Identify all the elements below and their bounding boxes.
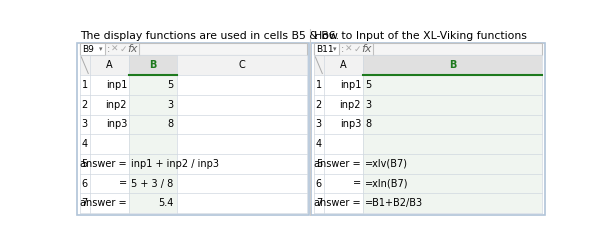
Text: =xlv(B7): =xlv(B7) [365,159,408,169]
Bar [129,174,177,193]
Bar [362,134,543,154]
Text: 5: 5 [168,80,174,90]
Text: 6: 6 [82,179,88,189]
Text: fx: fx [361,44,371,54]
Bar [362,174,543,193]
Text: =xln(B7): =xln(B7) [365,179,409,189]
Bar [80,55,307,75]
Bar [129,193,177,213]
Bar [362,193,543,213]
Bar [314,43,339,55]
Text: answer =: answer = [80,198,127,208]
Text: ▾: ▾ [99,46,103,52]
Bar [129,75,177,95]
Bar [129,95,177,114]
Text: 1: 1 [82,80,88,90]
Text: inp1: inp1 [106,80,127,90]
Bar [314,55,543,213]
Text: 2: 2 [316,100,322,110]
Bar [129,114,177,134]
Text: ✓: ✓ [120,45,127,54]
Text: inp2: inp2 [339,100,361,110]
Text: :: : [341,44,344,54]
Text: 6: 6 [316,179,322,189]
Text: B: B [149,60,156,70]
Text: A: A [340,60,347,70]
Text: answer =: answer = [80,159,127,169]
Bar [80,43,307,55]
Text: C: C [239,60,245,70]
Bar [362,114,543,134]
Text: B11: B11 [316,45,334,54]
Text: answer =: answer = [314,159,361,169]
Text: 1: 1 [316,80,322,90]
Text: The display functions are used in cells B5 & B6.: The display functions are used in cells … [80,32,339,42]
Bar [80,43,104,55]
Text: 3: 3 [316,119,322,130]
Text: =: = [119,179,127,189]
Text: =: = [353,179,361,189]
Text: 7: 7 [82,198,88,208]
Bar [129,154,177,174]
Bar [314,55,543,75]
Text: inp3: inp3 [340,119,361,130]
Text: 2: 2 [82,100,88,110]
Text: 8: 8 [168,119,174,130]
Text: answer =: answer = [314,198,361,208]
Text: inp1: inp1 [340,80,361,90]
Text: inp2: inp2 [106,100,127,110]
Bar [311,43,544,215]
Text: 5: 5 [82,159,88,169]
Text: 5: 5 [316,159,322,169]
Text: ✕: ✕ [345,45,353,54]
Text: B9: B9 [82,45,94,54]
Bar [80,55,307,213]
Text: ✕: ✕ [111,45,118,54]
Bar [362,95,543,114]
Text: 3: 3 [168,100,174,110]
Text: 7: 7 [316,198,322,208]
Text: inp3: inp3 [106,119,127,130]
Bar [362,75,543,95]
Bar [362,55,543,75]
Text: fx: fx [127,44,138,54]
Text: :: : [107,44,110,54]
Text: 3: 3 [365,100,371,110]
Bar [362,154,543,174]
Text: ▾: ▾ [333,46,336,52]
Text: How to Input of the XL-Viking functions: How to Input of the XL-Viking functions [314,32,527,42]
Text: 5 + 3 / 8: 5 + 3 / 8 [131,179,173,189]
Text: ✓: ✓ [353,45,361,54]
Text: A: A [106,60,112,70]
Text: B: B [449,60,456,70]
Text: 4: 4 [82,139,88,149]
Text: 5.4: 5.4 [158,198,174,208]
Text: 8: 8 [365,119,371,130]
Text: 4: 4 [316,139,322,149]
Bar [78,43,309,215]
Bar [129,134,177,154]
Text: 3: 3 [82,119,88,130]
Text: 5: 5 [365,80,371,90]
Text: =B1+B2/B3: =B1+B2/B3 [365,198,423,208]
Bar [129,55,177,75]
Text: inp1 + inp2 / inp3: inp1 + inp2 / inp3 [131,159,219,169]
Bar [314,43,543,55]
